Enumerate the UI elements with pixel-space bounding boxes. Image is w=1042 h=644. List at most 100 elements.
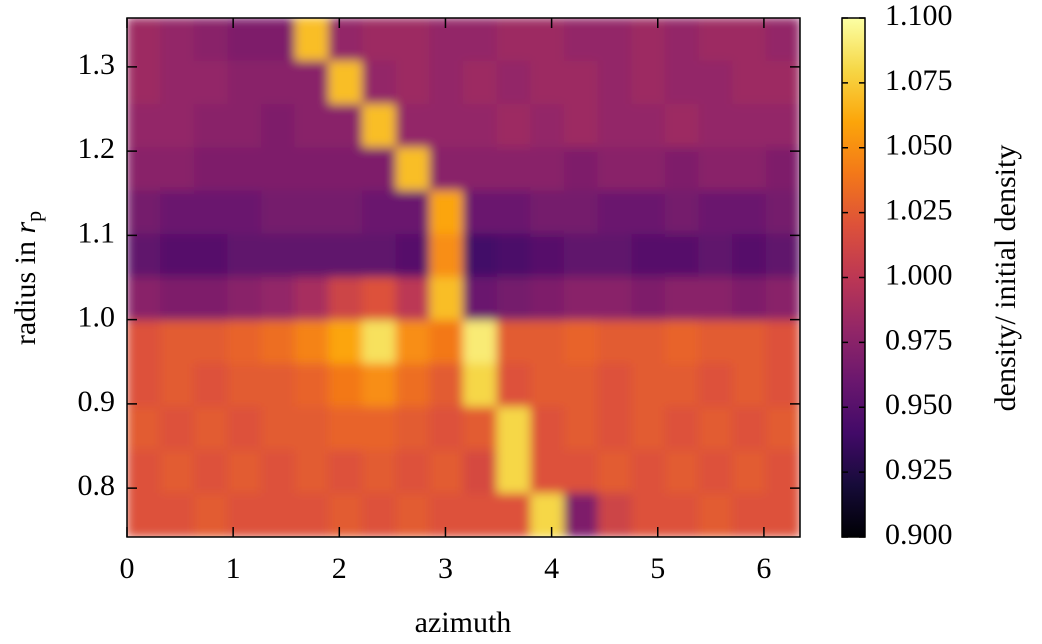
colorbar-tick-label: 0.900: [885, 518, 953, 551]
heatmap-cell: [698, 60, 734, 105]
heatmap-cell: [463, 493, 498, 537]
y-axis-label: radius in rp: [9, 211, 46, 345]
heatmap-cell: [597, 450, 633, 495]
x-tick-label: 2: [332, 552, 347, 585]
heatmap-cell: [127, 406, 162, 451]
heatmap-cell: [193, 493, 229, 537]
heatmap-cell: [631, 363, 666, 408]
heatmap-cell: [127, 18, 162, 62]
heatmap-cell: [765, 320, 800, 365]
heatmap-cell: [193, 147, 229, 192]
heatmap-cell: [362, 60, 397, 105]
heatmap-cell: [664, 60, 700, 105]
x-tick-label: 0: [120, 552, 135, 585]
heatmap-cell: [160, 450, 195, 495]
heatmap-cell: [530, 233, 565, 278]
heatmap-cell: [328, 320, 364, 365]
heatmap-cell: [160, 233, 195, 278]
heatmap-cell: [227, 277, 263, 322]
y-tick-label: 0.8: [78, 469, 116, 502]
heatmap-cell: [429, 190, 464, 235]
heatmap-cell: [698, 493, 734, 537]
heatmap-cell: [227, 147, 263, 192]
heatmap-cell: [160, 18, 195, 62]
heatmap-cell: [530, 147, 565, 192]
heatmap-cell: [530, 406, 565, 451]
heatmap-cell: [664, 147, 700, 192]
heatmap-cell: [732, 147, 767, 192]
heatmap-cell: [698, 406, 734, 451]
heatmap-cell: [563, 363, 599, 408]
heatmap-cell: [193, 277, 229, 322]
colorbar-tick-label: 1.100: [885, 0, 953, 32]
heatmap-cell: [496, 493, 532, 537]
heatmap-cell: [463, 233, 498, 278]
heatmap-cell: [395, 104, 431, 149]
heatmap-cell: [664, 363, 700, 408]
heatmap-cell: [664, 406, 700, 451]
heatmap-cell: [631, 320, 666, 365]
heatmap-cell: [631, 60, 666, 105]
heatmap-cell: [597, 104, 633, 149]
heatmap-cell: [362, 493, 397, 537]
heatmap-cell: [530, 190, 565, 235]
heatmap-cell: [429, 104, 464, 149]
colorbar-tick-label: 0.975: [885, 323, 953, 356]
heatmap-cell: [395, 277, 431, 322]
heatmap-cell: [463, 406, 498, 451]
heatmap-cell: [227, 233, 263, 278]
y-label-subscript: p: [21, 211, 46, 222]
heatmap-cell: [395, 320, 431, 365]
y-tick-label: 1.2: [78, 132, 116, 165]
heatmap-cell: [193, 320, 229, 365]
heatmap-cell: [395, 18, 431, 62]
heatmap-cell: [227, 363, 263, 408]
heatmap-cell: [563, 60, 599, 105]
heatmap-cell: [765, 363, 800, 408]
heatmap-cell: [765, 233, 800, 278]
heatmap-cell: [328, 493, 364, 537]
heatmap-cell: [765, 147, 800, 192]
heatmap-cell: [193, 60, 229, 105]
heatmap-cell: [395, 450, 431, 495]
colorbar-tick-label: 1.025: [885, 194, 953, 227]
heatmap-cell: [328, 406, 364, 451]
heatmap-cell: [227, 406, 263, 451]
plot-frame: [126, 17, 801, 538]
heatmap-cell: [597, 233, 633, 278]
heatmap-cell: [294, 190, 330, 235]
heatmap-cell: [732, 233, 767, 278]
heatmap-cell: [362, 406, 397, 451]
x-tick-label: 4: [544, 552, 559, 585]
heatmap-cell: [429, 450, 464, 495]
heatmap-cell: [597, 406, 633, 451]
y-tick-label: 0.9: [78, 385, 116, 418]
heatmap-cell: [261, 233, 296, 278]
heatmap-cell: [328, 60, 364, 105]
heatmap-cell: [261, 320, 296, 365]
heatmap-cell: [395, 233, 431, 278]
heatmap-cell: [631, 233, 666, 278]
heatmap-cell: [227, 104, 263, 149]
heatmap-cell: [496, 450, 532, 495]
heatmap-cell: [732, 320, 767, 365]
heatmap-cells: [127, 18, 800, 537]
heatmap-cell: [732, 406, 767, 451]
heatmap-cell: [597, 277, 633, 322]
heatmap-cell: [429, 493, 464, 537]
heatmap-cell: [395, 147, 431, 192]
y-tick-label: 1.0: [78, 301, 116, 334]
heatmap-cell: [127, 147, 162, 192]
heatmap-cell: [698, 363, 734, 408]
heatmap-cell: [631, 104, 666, 149]
heatmap-cell: [160, 363, 195, 408]
heatmap-cell: [328, 363, 364, 408]
heatmap-cell: [664, 493, 700, 537]
heatmap-cell: [362, 450, 397, 495]
heatmap-cell: [597, 147, 633, 192]
heatmap-cell: [294, 147, 330, 192]
heatmap-cell: [294, 104, 330, 149]
heatmap-cell: [563, 493, 599, 537]
heatmap-cell: [193, 104, 229, 149]
